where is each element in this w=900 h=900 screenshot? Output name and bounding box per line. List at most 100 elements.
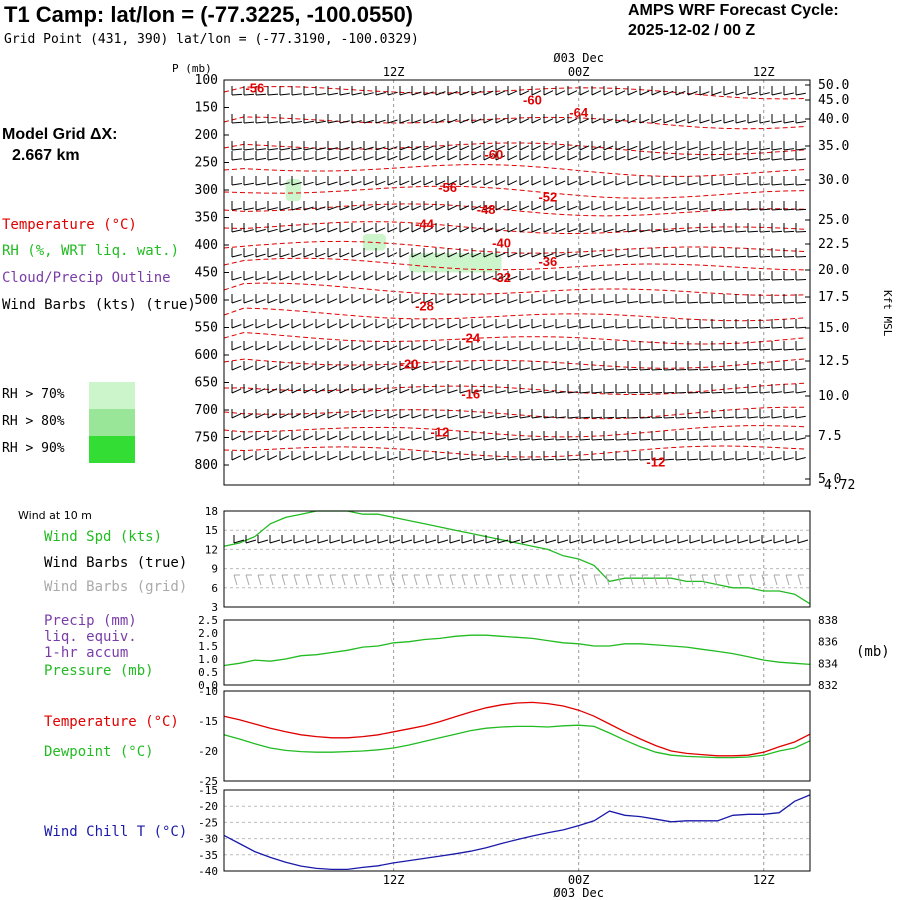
wind-barb — [687, 384, 699, 394]
wind-barb — [423, 451, 434, 461]
wind-barb — [387, 114, 398, 124]
wind-barb — [435, 271, 446, 281]
panel-frame — [223, 789, 811, 872]
wind-barb — [267, 271, 278, 281]
wind-barb-true — [557, 535, 569, 544]
wind-barb — [351, 176, 362, 186]
wind-barb — [291, 201, 302, 211]
wind-barb-grid — [317, 574, 324, 586]
temperature-contour-label: -32 — [492, 270, 511, 285]
wind-barb — [747, 176, 758, 186]
temperature-contour-label: -24 — [461, 331, 481, 346]
pressure-tick-right: 834 — [818, 657, 838, 670]
wind-barb-grid — [257, 574, 264, 586]
wind-barb — [555, 361, 566, 371]
temperature-contour — [223, 164, 805, 177]
wind-barb — [531, 409, 542, 419]
wind-barb — [495, 341, 506, 351]
wind-barb-grid — [677, 574, 684, 586]
wind-barb — [795, 384, 806, 394]
wind-barb — [747, 319, 759, 329]
wind-barb — [495, 451, 506, 461]
temperature-contour-label: -52 — [538, 190, 557, 205]
wind-barb — [711, 409, 723, 419]
wind-barb — [795, 409, 806, 419]
height-tick: 7.5 — [818, 429, 841, 444]
wind-barb — [711, 384, 723, 394]
wind-barb — [555, 431, 567, 441]
wind-barb — [243, 361, 254, 371]
wind-barb — [471, 341, 482, 351]
wind-barb — [531, 114, 542, 124]
wind-barb — [279, 248, 290, 258]
wind-barb — [363, 361, 374, 371]
wind-barb — [603, 151, 614, 161]
wind-barb — [735, 409, 746, 419]
wind-barb-grid — [341, 574, 348, 586]
wind-barb — [723, 319, 735, 329]
wind-barb — [303, 271, 314, 281]
wind-barb — [795, 341, 807, 351]
wind-barb — [255, 271, 266, 281]
wind-barb — [543, 271, 554, 281]
cross-section-frame — [223, 79, 811, 486]
wind-barb — [339, 431, 350, 441]
wind-barb — [579, 431, 591, 441]
wind-barb — [507, 201, 518, 211]
wind-barb — [363, 141, 374, 151]
wind-barb — [759, 451, 770, 461]
pressure-tick: 550 — [195, 321, 218, 336]
wind-barb-true — [689, 535, 701, 544]
wind-barb — [327, 151, 338, 161]
wind-barb — [723, 248, 735, 258]
wind-barb — [387, 176, 398, 186]
wind-barb — [663, 141, 674, 151]
wind-barb — [603, 141, 614, 151]
wind-barb — [495, 409, 506, 419]
wind-barb — [687, 151, 698, 161]
pressure-line — [223, 634, 811, 667]
wind-barb-true — [641, 535, 653, 544]
wind-barb — [279, 151, 290, 161]
wind-barb — [675, 176, 686, 186]
wind-barb-grid — [245, 574, 252, 586]
wind-barb — [639, 201, 650, 211]
wind-barb — [555, 201, 566, 211]
wind-barb — [351, 201, 362, 211]
wind-barb — [339, 141, 350, 151]
wind-barb — [555, 319, 566, 329]
wind-barb — [579, 361, 590, 371]
wind-barb — [411, 201, 422, 211]
wind-barb — [375, 86, 386, 96]
wind-barb — [279, 294, 290, 304]
wind-barb — [579, 341, 590, 351]
wind-barb — [627, 141, 638, 151]
wind-barb — [279, 409, 290, 419]
wind-barb-grid — [605, 574, 612, 586]
wind-barb — [603, 341, 614, 351]
wind-barb — [507, 248, 518, 258]
wind-barb — [351, 451, 362, 461]
wind-barb — [327, 409, 338, 419]
value-tick: -40 — [198, 865, 218, 878]
wind-barb — [615, 271, 626, 281]
wind-barb — [483, 248, 494, 258]
wind-barb — [375, 271, 386, 281]
wind-barb — [663, 341, 675, 351]
wind-barb — [543, 451, 555, 461]
wind-barb — [531, 223, 542, 233]
pressure-axis-label: P (mb) — [172, 62, 212, 75]
wind-barb — [687, 201, 698, 211]
wind-barb — [543, 176, 554, 186]
series-line — [223, 701, 811, 757]
wind-barb — [327, 201, 338, 211]
wind-barb — [603, 384, 615, 394]
wind-barb — [447, 341, 458, 351]
wind-barb — [771, 384, 782, 394]
wind-barb — [747, 114, 758, 124]
temperature-contour — [223, 307, 805, 322]
wind-barb — [627, 248, 638, 258]
wind-barb — [579, 223, 590, 233]
wind-barb — [435, 384, 446, 394]
wind-barb — [471, 431, 482, 441]
